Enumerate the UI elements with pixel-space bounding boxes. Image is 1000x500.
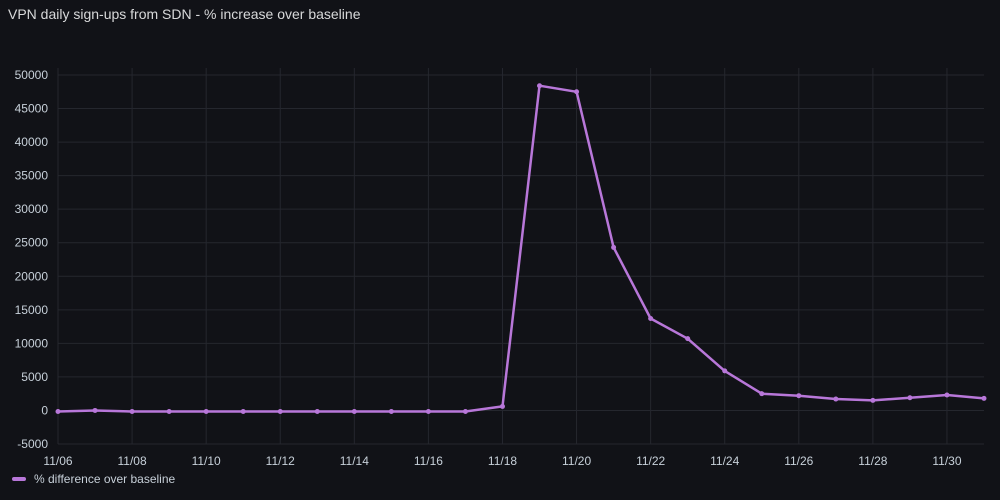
- x-tick-label: 11/16: [414, 454, 443, 468]
- chart-title: VPN daily sign-ups from SDN - % increase…: [8, 6, 361, 22]
- x-tick-label: 11/08: [118, 454, 147, 468]
- legend-swatch: [12, 477, 26, 481]
- data-point[interactable]: [685, 336, 691, 342]
- x-tick-label: 11/30: [932, 454, 961, 468]
- x-tick-label: 11/24: [710, 454, 739, 468]
- data-point[interactable]: [796, 393, 802, 399]
- x-tick-label: 11/18: [488, 454, 517, 468]
- data-point[interactable]: [166, 408, 172, 414]
- data-point[interactable]: [574, 89, 580, 95]
- y-tick-label: 15000: [15, 303, 49, 317]
- x-tick-label: 11/26: [784, 454, 813, 468]
- y-tick-label: 0: [41, 403, 48, 417]
- x-tick-label: 11/14: [340, 454, 369, 468]
- x-tick-label: 11/20: [562, 454, 591, 468]
- data-point[interactable]: [981, 395, 987, 401]
- data-point[interactable]: [240, 408, 246, 414]
- y-tick-label: 5000: [21, 370, 48, 384]
- data-point[interactable]: [425, 408, 431, 414]
- data-point[interactable]: [648, 316, 654, 322]
- y-tick-label: 45000: [15, 102, 49, 116]
- y-tick-label: 50000: [15, 68, 49, 82]
- series-layer: [55, 83, 987, 414]
- x-tick-label: 11/28: [858, 454, 887, 468]
- x-tick-label: 11/06: [43, 454, 72, 468]
- data-point[interactable]: [351, 408, 357, 414]
- y-tick-label: 35000: [15, 169, 49, 183]
- data-point[interactable]: [759, 391, 765, 397]
- series-line: [56, 84, 986, 413]
- data-point[interactable]: [611, 244, 617, 250]
- y-tick-label: 10000: [15, 336, 49, 350]
- data-point[interactable]: [203, 408, 209, 414]
- data-point[interactable]: [870, 397, 876, 403]
- legend[interactable]: % difference over baseline: [12, 472, 175, 486]
- y-tick-label: 40000: [15, 135, 49, 149]
- data-point[interactable]: [499, 403, 505, 409]
- data-point[interactable]: [944, 392, 950, 398]
- data-point[interactable]: [55, 408, 61, 414]
- data-point[interactable]: [833, 396, 839, 402]
- y-axis: -5000 0 5000 10000 15000 20000 25000 30000 35000…: [15, 68, 49, 451]
- y-tick-label: 20000: [15, 269, 49, 283]
- data-point[interactable]: [907, 395, 913, 401]
- data-point[interactable]: [129, 408, 135, 414]
- y-tick-label: -5000: [17, 437, 48, 451]
- grid-layer: [57, 68, 984, 445]
- data-point[interactable]: [277, 408, 283, 414]
- data-point[interactable]: [462, 408, 468, 414]
- x-tick-label: 11/10: [192, 454, 221, 468]
- data-point[interactable]: [314, 408, 320, 414]
- x-axis: 11/06 11/08 11/10 11/12 11/14 11/16 11/18 11/20…: [43, 454, 961, 468]
- x-tick-label: 11/12: [266, 454, 295, 468]
- data-point[interactable]: [722, 368, 728, 374]
- y-tick-label: 25000: [15, 236, 49, 250]
- data-point[interactable]: [537, 83, 543, 89]
- data-point[interactable]: [92, 407, 98, 413]
- data-point[interactable]: [388, 408, 394, 414]
- y-tick-label: 30000: [15, 202, 49, 216]
- legend-label: % difference over baseline: [34, 472, 176, 486]
- x-tick-label: 11/22: [636, 454, 665, 468]
